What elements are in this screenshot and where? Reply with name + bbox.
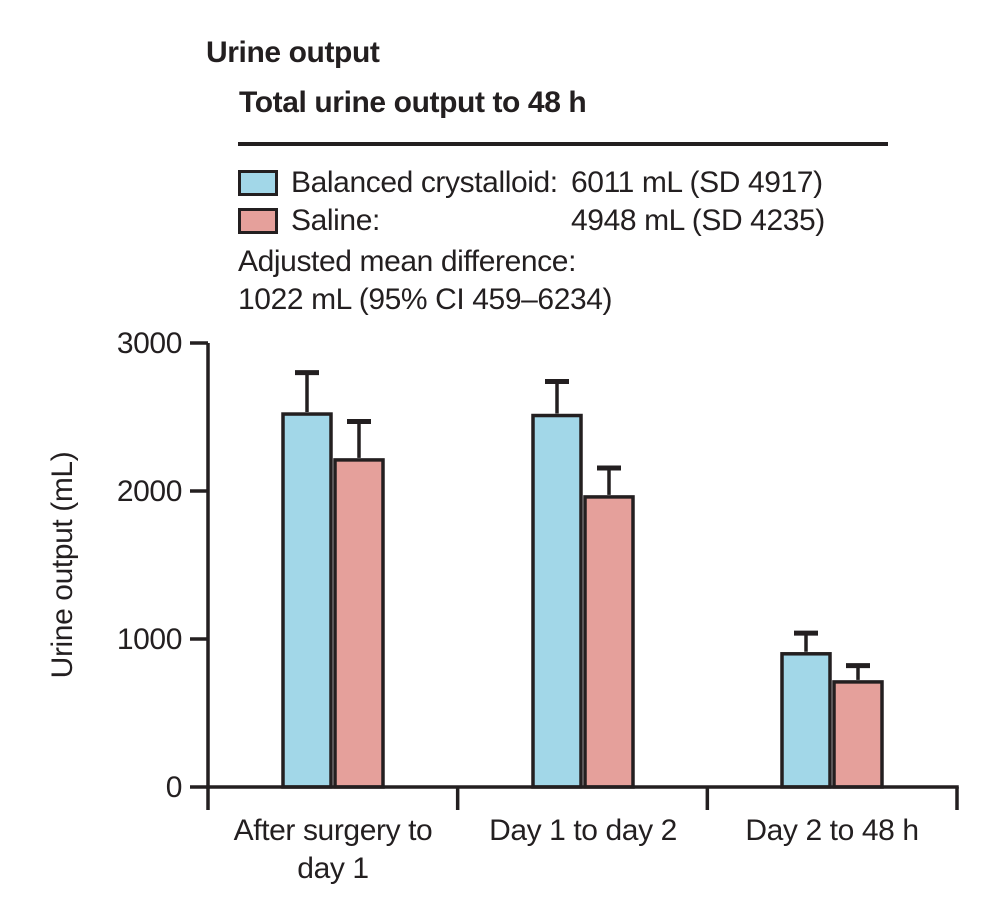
header-rule xyxy=(238,142,888,146)
legend: Balanced crystalloid: 6011 mL (SD 4917) … xyxy=(238,164,825,240)
bar-saline xyxy=(583,495,635,789)
x-category-label: day 1 xyxy=(297,852,368,885)
legend-swatch-saline xyxy=(238,208,278,234)
adjusted-mean-difference: Adjusted mean difference: 1022 mL (95% C… xyxy=(238,243,613,319)
y-tick-label: 3000 xyxy=(117,327,182,360)
y-tick-label: 1000 xyxy=(117,623,182,656)
adjusted-mean-difference-label: Adjusted mean difference: xyxy=(238,245,577,278)
legend-label: Balanced crystalloid: xyxy=(291,166,558,199)
legend-value: 6011 mL (SD 4917) xyxy=(571,166,823,199)
y-tick-label: 2000 xyxy=(117,475,182,508)
figure-title: Urine output xyxy=(206,36,380,69)
legend-label: Saline: xyxy=(291,204,380,237)
figure-subtitle: Total urine output to 48 h xyxy=(239,86,587,119)
bar-saline xyxy=(832,680,884,789)
bar-balanced-crystalloid xyxy=(281,412,333,789)
adjusted-mean-difference-value: 1022 mL (95% CI 459–6234) xyxy=(238,283,613,316)
legend-value: 4948 mL (SD 4235) xyxy=(571,204,825,237)
x-category-label: Day 2 to 48 h xyxy=(745,814,918,847)
y-tick-label: 0 xyxy=(166,771,182,804)
bar-balanced-crystalloid xyxy=(531,413,583,789)
x-category-label: Day 1 to day 2 xyxy=(489,814,677,847)
bar-saline xyxy=(333,458,385,789)
bar-balanced-crystalloid xyxy=(780,652,832,789)
legend-row-saline: Saline: 4948 mL (SD 4235) xyxy=(238,202,825,240)
x-category-label: After surgery to xyxy=(234,814,433,847)
legend-row-balanced-crystalloid: Balanced crystalloid: 6011 mL (SD 4917) xyxy=(238,164,825,202)
legend-swatch-balanced-crystalloid xyxy=(238,170,278,196)
y-axis-label: Urine output (mL) xyxy=(46,452,79,679)
